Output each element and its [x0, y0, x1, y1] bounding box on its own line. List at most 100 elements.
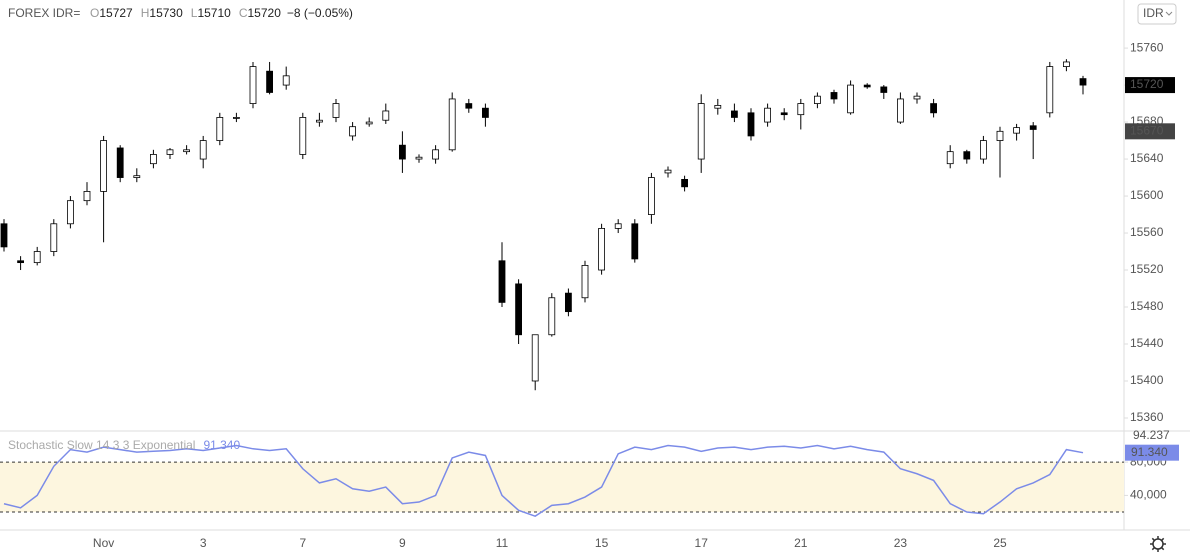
candle-body	[0, 223, 8, 248]
candle-body	[1029, 125, 1037, 130]
candle-body	[365, 121, 373, 125]
candle-body	[963, 151, 971, 160]
ohlc-key: L	[191, 6, 198, 20]
x-tick-label: 15	[595, 536, 609, 550]
stoch-max: 94.237	[1133, 428, 1170, 442]
candle-body	[1013, 127, 1020, 134]
candle-body	[880, 86, 888, 93]
ohlc-value: 15727	[99, 6, 133, 20]
candle-body	[531, 334, 539, 382]
last-price-bg	[1125, 77, 1175, 94]
stoch-value: 91.340	[203, 438, 240, 452]
candle-body	[714, 105, 722, 109]
ohlc-value: 15730	[149, 6, 183, 20]
ohlc-key: O	[90, 6, 99, 20]
y-tick-label: 15360	[1130, 410, 1164, 424]
candle-body	[448, 98, 456, 151]
candle-body	[100, 140, 107, 192]
candle-body	[199, 140, 207, 160]
change: −8 (−0.05%)	[287, 6, 353, 20]
candle-body	[897, 98, 904, 123]
candle-body	[432, 149, 440, 160]
candle-body	[232, 117, 240, 119]
x-tick-label: 25	[993, 536, 1007, 550]
stoch-name: Stochastic Slow 14 3 3 Exponential	[8, 438, 195, 452]
marker-price-bg	[1125, 123, 1175, 140]
candle-body	[930, 103, 937, 114]
x-tick-label: 11	[496, 536, 509, 550]
candle-body	[349, 126, 357, 137]
y-tick-label: 15400	[1130, 373, 1164, 387]
y-tick-label: 15440	[1130, 336, 1164, 350]
ohlc-readout: O15727 H15730 L15710 C15720 −8 (−0.05%)	[90, 6, 353, 20]
x-tick-label: 3	[200, 536, 207, 550]
candle-body	[315, 119, 323, 123]
button-label[interactable]: IDR	[1143, 6, 1164, 20]
y-tick-label: 15600	[1130, 188, 1164, 202]
x-tick-label: Nov	[93, 536, 114, 550]
marker-price: 15670	[1130, 123, 1164, 137]
candle-body	[1046, 66, 1054, 114]
x-tick-label: 9	[399, 536, 406, 550]
candle-body	[681, 178, 688, 188]
candle-body	[996, 130, 1004, 141]
y-tick-label: 40,000	[1130, 488, 1167, 502]
candle-body	[481, 107, 489, 118]
candle-body	[780, 112, 788, 116]
candle-body	[332, 103, 340, 118]
candle-body	[697, 103, 705, 160]
candle-body	[67, 200, 74, 225]
stochastic-line	[3, 444, 1084, 518]
ohlc-value: 15710	[197, 6, 231, 20]
candle-body	[731, 110, 738, 118]
candle-body	[415, 156, 423, 160]
candle-body	[830, 92, 838, 100]
candle-body	[980, 140, 987, 160]
y-tick-label: 15520	[1130, 262, 1164, 276]
candle-body	[863, 84, 871, 88]
ohlc-key: H	[141, 6, 150, 20]
candle-body	[515, 283, 522, 336]
candle-body	[216, 117, 224, 141]
ohlc-key: C	[239, 6, 248, 20]
candle-body	[465, 103, 473, 109]
candle-body	[498, 260, 506, 303]
candle-body	[398, 144, 406, 160]
currency-button[interactable]: IDR	[1137, 3, 1177, 25]
candle-body	[664, 169, 672, 174]
header: FOREX IDR=	[8, 6, 80, 20]
y-tick-label: 15760	[1130, 40, 1164, 54]
settings-icon[interactable]	[1150, 536, 1166, 552]
candle-body	[83, 191, 91, 202]
x-tick-label: 17	[695, 536, 709, 550]
candle-body	[747, 112, 755, 137]
candle-body	[946, 151, 954, 165]
gear-teeth[interactable]	[1150, 536, 1166, 552]
candle-body	[282, 75, 290, 86]
x-tick-label: 23	[894, 536, 908, 550]
candle-body	[565, 292, 572, 313]
last-price: 15720	[1130, 77, 1164, 91]
y-tick-label: 15560	[1130, 225, 1164, 239]
x-tick-label: 7	[299, 536, 306, 550]
candle-body	[581, 264, 589, 299]
candle-body	[33, 251, 41, 264]
x-tick-label: 21	[794, 536, 808, 550]
candle-body	[183, 149, 191, 153]
candle-body	[299, 117, 307, 155]
candle-body	[116, 147, 124, 178]
candle-body	[814, 95, 821, 104]
candle-body	[764, 107, 771, 123]
button-caret[interactable]	[1165, 11, 1173, 16]
candle-body	[1063, 61, 1070, 67]
symbol: FOREX IDR=	[8, 6, 80, 20]
candle-body	[249, 66, 257, 104]
ohlc-value: 15720	[248, 6, 282, 20]
candle-body	[631, 223, 639, 260]
candle-body	[548, 297, 556, 336]
button-frame[interactable]	[1137, 3, 1177, 25]
candle-body	[50, 223, 58, 252]
y-tick-label: 15640	[1130, 151, 1164, 165]
candle-body	[847, 84, 854, 114]
